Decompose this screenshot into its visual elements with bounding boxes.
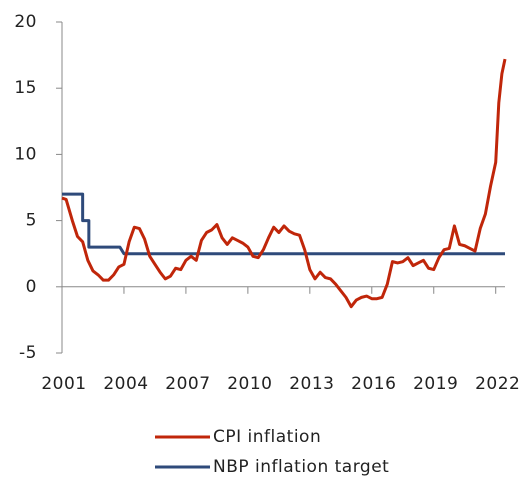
y-tick-label: 10	[14, 144, 37, 164]
series-line	[62, 192, 505, 256]
x-tick-label: 2016	[351, 374, 396, 394]
y-tick-label: 20	[14, 12, 37, 32]
x-tick-label: 2010	[227, 374, 272, 394]
y-tick-label: -5	[19, 343, 37, 363]
y-tick-label: 0	[26, 277, 37, 297]
x-tick-label: 2013	[289, 374, 334, 394]
x-tick-label: 2007	[165, 374, 210, 394]
y-tick-label: 15	[14, 78, 37, 98]
x-tick-label: 2019	[413, 374, 458, 394]
legend-label: CPI inflation	[213, 427, 321, 447]
series-line	[61, 58, 507, 309]
x-tick-label: 2004	[103, 374, 148, 394]
x-tick-label: 2001	[41, 374, 86, 394]
legend-label: NBP inflation target	[213, 457, 389, 477]
x-tick-label: 2022	[475, 374, 520, 394]
y-tick-label: 5	[26, 211, 37, 231]
